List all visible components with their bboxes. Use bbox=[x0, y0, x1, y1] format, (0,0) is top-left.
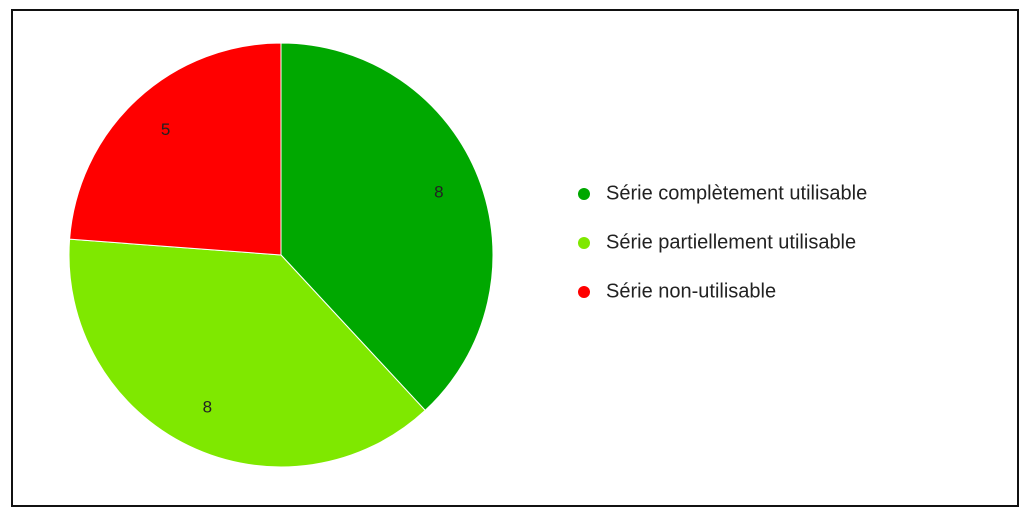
pie-slice bbox=[68, 238, 426, 468]
pie-slice bbox=[280, 42, 494, 412]
legend-entry: Série non-utilisable bbox=[606, 280, 776, 302]
legend-entry: Série partiellement utilisable bbox=[606, 231, 856, 253]
legend-marker bbox=[578, 286, 590, 298]
data-label: 8 bbox=[434, 183, 443, 202]
pie-slice bbox=[69, 42, 282, 256]
data-label: 8 bbox=[203, 397, 212, 416]
data-label: 5 bbox=[161, 120, 170, 139]
legend-marker bbox=[578, 237, 590, 249]
legend-marker bbox=[578, 188, 590, 200]
legend-entry: Série complètement utilisable bbox=[606, 182, 867, 204]
